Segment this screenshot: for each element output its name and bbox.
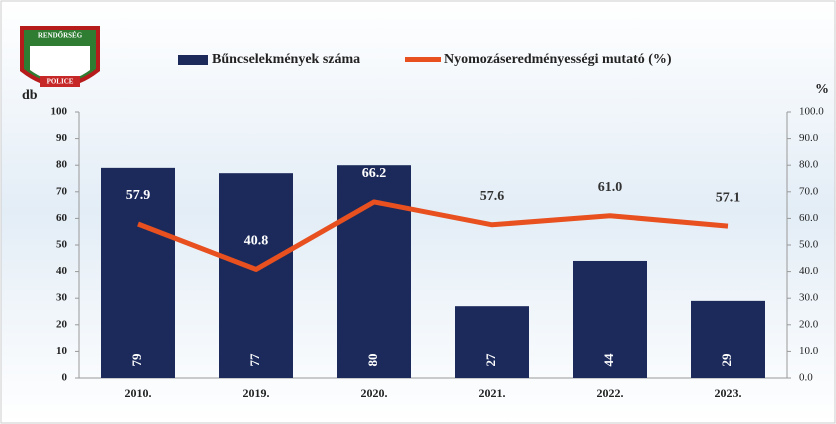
- y-tick-label: 0: [62, 372, 68, 384]
- bar: [573, 260, 647, 378]
- legend-swatch: [178, 55, 208, 65]
- x-tick-label: 2021.: [479, 386, 506, 400]
- y2-axis-label: %: [815, 82, 829, 97]
- x-tick-label: 2010.: [125, 386, 152, 400]
- y-tick-label: 30: [56, 292, 68, 304]
- y-tick-label: 40: [56, 265, 68, 277]
- y2-tick-label: 40.0: [799, 265, 819, 277]
- line-value-label: 57.9: [126, 188, 151, 203]
- y2-tick-label: 70.0: [799, 185, 819, 197]
- y2-tick-label: 30.0: [799, 292, 819, 304]
- y-tick-label: 50: [56, 239, 68, 251]
- logo-top: RENDŐRSÉG: [38, 32, 83, 40]
- y-tick-label: 80: [56, 159, 68, 171]
- x-tick-label: 2019.: [243, 386, 270, 400]
- y-tick-label: 70: [56, 185, 68, 197]
- logo: RENDŐRSÉG POLICE: [20, 26, 100, 87]
- bar-value-label: 29: [719, 353, 734, 367]
- bar-value-label: 77: [247, 353, 262, 367]
- line-value-label: 40.8: [244, 234, 269, 249]
- logo-bottom: POLICE: [47, 78, 74, 86]
- bar-value-label: 27: [483, 353, 498, 367]
- y2-tick-label: 20.0: [799, 318, 819, 330]
- line: [137, 199, 729, 272]
- y2-tick-label: 100.0: [799, 106, 824, 118]
- x-tick-label: 2023.: [715, 386, 742, 400]
- bar: [337, 165, 411, 378]
- x-tick-label: 2022.: [597, 386, 624, 400]
- y-tick-label: 90: [56, 132, 68, 144]
- bar-value-label: 44: [601, 353, 616, 367]
- y2-tick-label: 10.0: [799, 345, 819, 357]
- line-value-label: 57.1: [716, 190, 741, 205]
- line-value-label: 66.2: [362, 166, 387, 181]
- bar: [691, 300, 765, 378]
- bar: [101, 167, 175, 378]
- y2-tick-label: 90.0: [799, 132, 819, 144]
- y-tick-label: 10: [56, 345, 68, 357]
- bar-value-label: 79: [129, 353, 144, 367]
- line-value-label: 57.6: [480, 189, 505, 204]
- y2-tick-label: 60.0: [799, 212, 819, 224]
- legend-swatch: [405, 57, 441, 62]
- y-tick-label: 100: [51, 106, 68, 118]
- bar: [219, 173, 293, 378]
- y-axis-label: db: [22, 88, 38, 103]
- x-tick-label: 2020.: [361, 386, 388, 400]
- legend-label: Bűncselekmények száma: [212, 52, 360, 67]
- y-tick-label: 60: [56, 212, 68, 224]
- y2-tick-label: 80.0: [799, 159, 819, 171]
- line-value-label: 61.0: [598, 180, 623, 195]
- y2-tick-label: 0.0: [799, 372, 813, 384]
- y2-tick-label: 50.0: [799, 239, 819, 251]
- bar: [455, 306, 529, 378]
- y-tick-label: 20: [56, 318, 68, 330]
- legend-label: Nyomozáseredményességi mutató (%): [444, 52, 672, 67]
- bar-value-label: 80: [365, 354, 380, 367]
